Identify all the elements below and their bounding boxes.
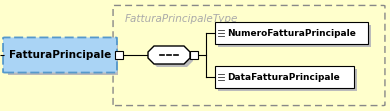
Bar <box>215 66 354 88</box>
Bar <box>215 22 368 44</box>
Text: FatturaPrincipale: FatturaPrincipale <box>9 50 111 60</box>
Bar <box>218 25 371 47</box>
Polygon shape <box>151 49 193 67</box>
Text: FatturaPrincipaleType: FatturaPrincipaleType <box>125 14 238 24</box>
Polygon shape <box>148 46 190 64</box>
Bar <box>218 69 357 91</box>
FancyBboxPatch shape <box>113 5 385 106</box>
Text: NumeroFatturaPrincipale: NumeroFatturaPrincipale <box>227 29 356 38</box>
Text: DataFatturaPrincipale: DataFatturaPrincipale <box>227 72 340 81</box>
Bar <box>8 41 118 75</box>
Bar <box>115 51 123 59</box>
Bar <box>190 51 198 59</box>
FancyBboxPatch shape <box>3 37 117 73</box>
